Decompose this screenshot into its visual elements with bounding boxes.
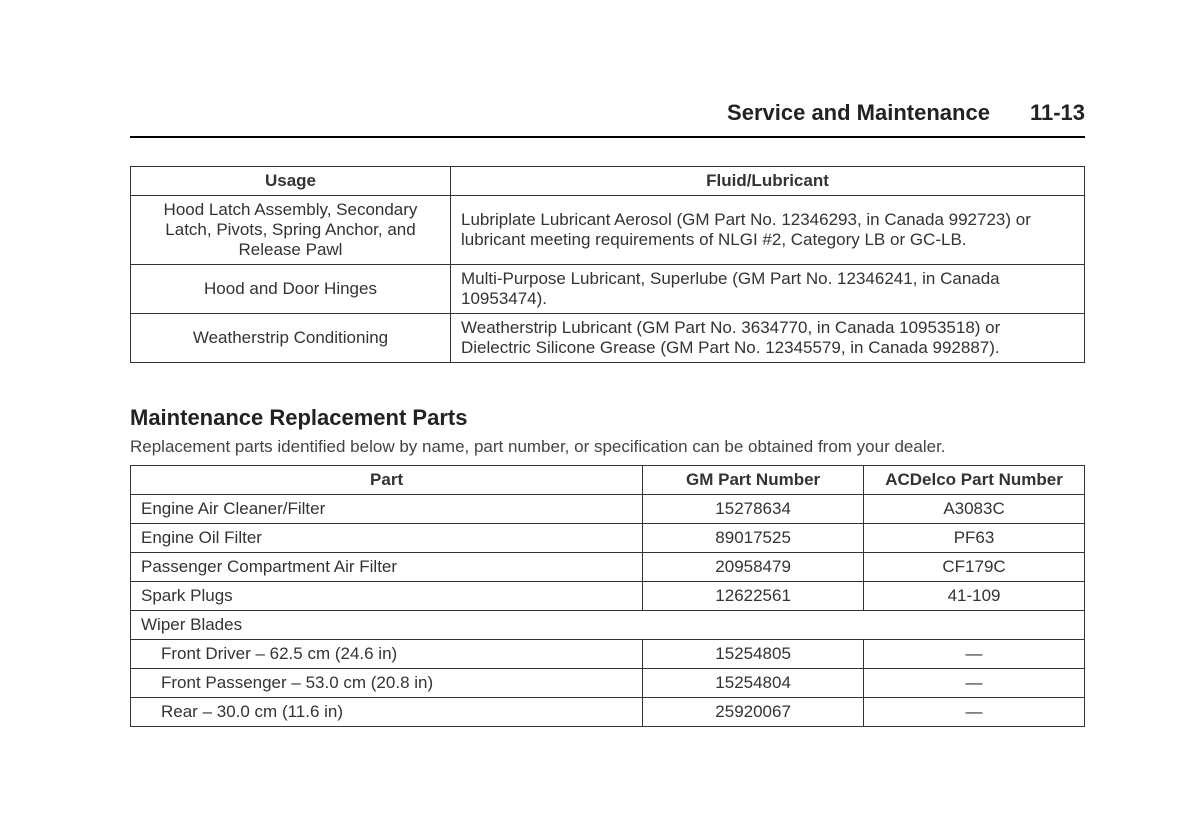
usage-cell: Hood and Door Hinges bbox=[131, 265, 451, 314]
table-row: Wiper Blades bbox=[131, 611, 1085, 640]
part-cell: Passenger Compartment Air Filter bbox=[131, 553, 643, 582]
table-row: Hood Latch Assembly, Secondary Latch, Pi… bbox=[131, 196, 1085, 265]
acdelco-part-cell: — bbox=[864, 698, 1085, 727]
part-cell: Spark Plugs bbox=[131, 582, 643, 611]
gm-part-cell: 15278634 bbox=[643, 495, 864, 524]
header-page-number: 11-13 bbox=[1030, 100, 1085, 126]
gm-part-cell: 25920067 bbox=[643, 698, 864, 727]
part-cell: Front Passenger – 53.0 cm (20.8 in) bbox=[131, 669, 643, 698]
fluid-cell: Lubriplate Lubricant Aerosol (GM Part No… bbox=[451, 196, 1085, 265]
replacement-parts-description: Replacement parts identified below by na… bbox=[130, 437, 1085, 457]
table-row: Engine Oil Filter89017525PF63 bbox=[131, 524, 1085, 553]
table-row: Spark Plugs1262256141-109 bbox=[131, 582, 1085, 611]
part-cell: Engine Air Cleaner/Filter bbox=[131, 495, 643, 524]
header-title: Service and Maintenance bbox=[727, 100, 990, 126]
fluid-cell: Weatherstrip Lubricant (GM Part No. 3634… bbox=[451, 314, 1085, 363]
table-row: Passenger Compartment Air Filter20958479… bbox=[131, 553, 1085, 582]
col-header-gm: GM Part Number bbox=[643, 466, 864, 495]
usage-cell: Hood Latch Assembly, Secondary Latch, Pi… bbox=[131, 196, 451, 265]
acdelco-part-cell: PF63 bbox=[864, 524, 1085, 553]
acdelco-part-cell: — bbox=[864, 640, 1085, 669]
acdelco-part-cell: A3083C bbox=[864, 495, 1085, 524]
acdelco-part-cell: — bbox=[864, 669, 1085, 698]
usage-cell: Weatherstrip Conditioning bbox=[131, 314, 451, 363]
table-row: Hood and Door HingesMulti-Purpose Lubric… bbox=[131, 265, 1085, 314]
table-row: Front Driver – 62.5 cm (24.6 in)15254805… bbox=[131, 640, 1085, 669]
table-row: Rear – 30.0 cm (11.6 in)25920067— bbox=[131, 698, 1085, 727]
col-header-part: Part bbox=[131, 466, 643, 495]
gm-part-cell: 20958479 bbox=[643, 553, 864, 582]
part-cell: Front Driver – 62.5 cm (24.6 in) bbox=[131, 640, 643, 669]
gm-part-cell: 15254804 bbox=[643, 669, 864, 698]
gm-part-cell: 12622561 bbox=[643, 582, 864, 611]
fluid-cell: Multi-Purpose Lubricant, Superlube (GM P… bbox=[451, 265, 1085, 314]
page-header: Service and Maintenance 11-13 bbox=[130, 100, 1085, 138]
parts-table: Part GM Part Number ACDelco Part Number … bbox=[130, 465, 1085, 727]
col-header-acdelco: ACDelco Part Number bbox=[864, 466, 1085, 495]
table-header-row: Part GM Part Number ACDelco Part Number bbox=[131, 466, 1085, 495]
part-cell: Wiper Blades bbox=[131, 611, 1085, 640]
col-header-fluid: Fluid/Lubricant bbox=[451, 167, 1085, 196]
table-row: Front Passenger – 53.0 cm (20.8 in)15254… bbox=[131, 669, 1085, 698]
acdelco-part-cell: 41-109 bbox=[864, 582, 1085, 611]
col-header-usage: Usage bbox=[131, 167, 451, 196]
replacement-parts-title: Maintenance Replacement Parts bbox=[130, 405, 1085, 431]
part-cell: Rear – 30.0 cm (11.6 in) bbox=[131, 698, 643, 727]
table-row: Weatherstrip ConditioningWeatherstrip Lu… bbox=[131, 314, 1085, 363]
table-header-row: Usage Fluid/Lubricant bbox=[131, 167, 1085, 196]
table-row: Engine Air Cleaner/Filter15278634A3083C bbox=[131, 495, 1085, 524]
gm-part-cell: 89017525 bbox=[643, 524, 864, 553]
page-container: Service and Maintenance 11-13 Usage Flui… bbox=[0, 0, 1200, 767]
lubricant-table: Usage Fluid/Lubricant Hood Latch Assembl… bbox=[130, 166, 1085, 363]
acdelco-part-cell: CF179C bbox=[864, 553, 1085, 582]
part-cell: Engine Oil Filter bbox=[131, 524, 643, 553]
gm-part-cell: 15254805 bbox=[643, 640, 864, 669]
